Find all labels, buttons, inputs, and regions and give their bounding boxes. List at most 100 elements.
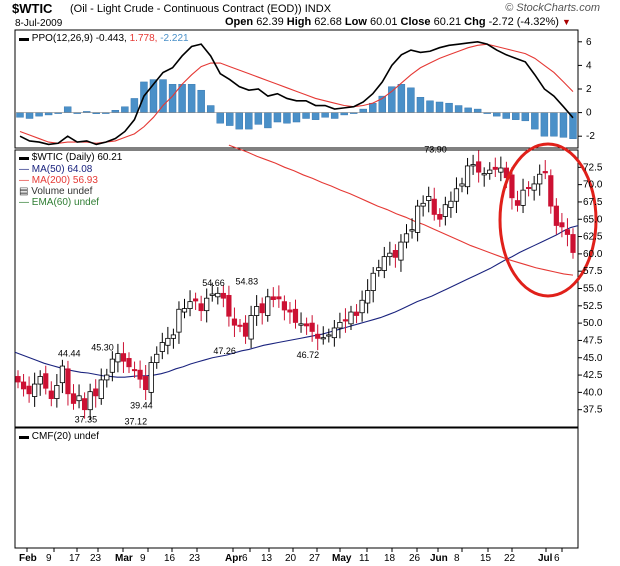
candle-body — [170, 334, 176, 339]
candle-body — [353, 311, 360, 316]
ppo-histogram-bar — [435, 101, 444, 113]
candle-body — [553, 205, 559, 226]
candle-body — [326, 334, 332, 337]
candle-body — [20, 381, 27, 390]
cmf-legend: ▬ CMF(20) undef — [19, 431, 99, 442]
x-tick-label: 18 — [384, 553, 396, 564]
ppo-histogram-bar — [235, 112, 243, 130]
ppo-histogram-bar — [340, 112, 348, 116]
ppo-histogram-bar — [502, 112, 510, 119]
candle-body — [287, 309, 293, 313]
candle-body — [143, 376, 149, 391]
close-label: Close — [400, 16, 431, 28]
price-annotation: 44.44 — [58, 349, 81, 359]
x-tick-label: 16 — [164, 553, 176, 564]
candle-body — [520, 189, 526, 206]
candle-body — [431, 198, 437, 215]
price-annotation: 47.26 — [213, 346, 236, 356]
candle-body — [270, 296, 276, 300]
x-tick-label: 9 — [140, 553, 146, 564]
chg-value: -2.72 (-4.32%) — [488, 16, 559, 28]
ppo-histogram-bar — [226, 112, 234, 126]
ppo-histogram-bar — [44, 112, 53, 116]
candle-body — [298, 323, 304, 326]
candle-body — [409, 229, 415, 232]
candle-body — [248, 315, 254, 340]
candle-body — [387, 252, 393, 258]
price-tick-label: 50.0 — [583, 318, 603, 329]
ppo-histogram-bar — [531, 112, 539, 130]
ppo-histogram-bar — [63, 106, 72, 113]
ppo-histogram-bar — [16, 112, 24, 118]
x-tick-label: May — [332, 553, 352, 564]
ppo-histogram-bar — [273, 112, 282, 123]
candle-body — [359, 299, 365, 314]
ppo-histogram-bar — [359, 108, 367, 113]
candle-body — [148, 362, 154, 393]
candle-body — [542, 171, 548, 174]
x-tick-label: 6 — [242, 553, 248, 564]
candle-body — [126, 358, 132, 368]
ppo-histogram-bar — [130, 98, 139, 113]
candle-body — [414, 205, 421, 233]
ppo-histogram-bar — [283, 112, 291, 124]
candle-body — [276, 296, 282, 300]
price-tick-label: 67.5 — [583, 197, 603, 208]
high-label: High — [286, 16, 312, 28]
candle-body — [48, 390, 54, 400]
price-annotation: 73.90 — [424, 145, 447, 155]
ppo-histogram-bar — [559, 112, 568, 138]
candle-body — [526, 186, 532, 189]
candle-body — [476, 161, 482, 173]
candle-body — [215, 292, 221, 298]
x-tick-label: 20 — [285, 553, 297, 564]
ppo-histogram-bar — [473, 108, 482, 113]
ppo-histogram-bar — [111, 110, 120, 113]
open-label: Open — [225, 16, 254, 28]
x-tick-label: 27 — [309, 553, 321, 564]
down-triangle-icon: ▼ — [562, 17, 571, 27]
candle-body — [420, 202, 426, 207]
candle-body — [93, 388, 99, 397]
candle-body — [192, 298, 199, 302]
candle-body — [309, 322, 315, 332]
candle-body — [176, 308, 182, 333]
cmf-frame — [14, 427, 579, 549]
price-tick-label: 45.0 — [583, 353, 603, 364]
price-annotation: 45.30 — [91, 343, 114, 353]
candle-body — [337, 322, 343, 329]
x-tick-label: Jun — [430, 553, 448, 564]
price-annotation: 39.44 — [130, 400, 153, 410]
candle-body — [254, 306, 260, 316]
candle-body — [54, 385, 60, 400]
chg-label: Chg — [464, 16, 486, 28]
candle-body — [564, 229, 571, 235]
ppo-histogram-bar — [187, 84, 196, 113]
ma200-line — [228, 144, 574, 276]
candle-body — [76, 395, 82, 402]
candle-body — [37, 376, 43, 385]
candle-body — [181, 308, 188, 313]
price-frame — [14, 149, 579, 428]
x-tick-label: 23 — [189, 553, 201, 564]
candle-body — [492, 166, 498, 170]
ppo-legend: ▬ PPO(12,26,9) -0.443, 1.778, -2.221 — [19, 33, 189, 44]
candle-body — [487, 169, 493, 174]
candle-body — [120, 353, 127, 362]
open-value: 62.39 — [256, 16, 284, 28]
candle-body — [226, 295, 232, 317]
candle-body — [82, 398, 88, 411]
ema-legend: — EMA(60) undef — [19, 197, 99, 208]
price-tick-label: 62.5 — [583, 232, 603, 243]
ppo-histogram-bar — [311, 112, 320, 120]
candle-body — [370, 272, 376, 291]
ppo-histogram-bar — [464, 107, 472, 113]
candle-body — [220, 292, 226, 299]
candle-body — [26, 385, 32, 395]
x-tick-label: 26 — [409, 553, 421, 564]
price-annotation: 46.72 — [297, 350, 320, 360]
x-tick-label: 11 — [359, 553, 370, 564]
stockcharts-logo: © StockCharts.com — [505, 2, 600, 14]
candle-body — [32, 383, 38, 397]
